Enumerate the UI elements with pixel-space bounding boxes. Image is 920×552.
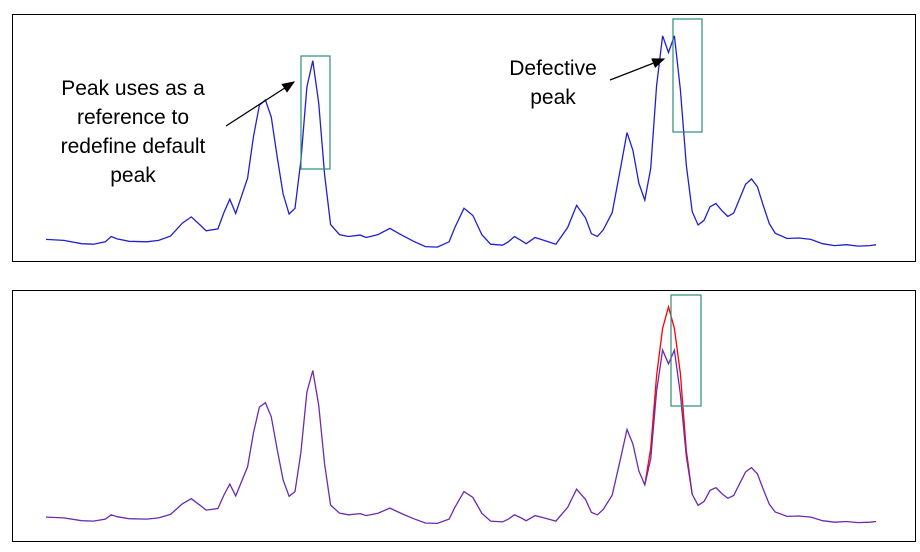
- top-chart-svg: [45, 18, 877, 248]
- annotation-line: Peak uses as a: [61, 77, 205, 100]
- bottom-chart-panel: [12, 290, 916, 542]
- reference-peak-box: [300, 55, 331, 170]
- annotation-line: peak: [110, 164, 156, 187]
- top-trace-line: [45, 35, 877, 248]
- bottom-chart-svg: [45, 294, 877, 525]
- annotation-line: Defective: [509, 57, 597, 80]
- annotation-line: reference to: [76, 106, 190, 129]
- reference-peak-annotation: Peak uses as a reference to redefine def…: [38, 74, 228, 190]
- corrected-peak-line: [644, 304, 693, 495]
- annotation-line: redefine default: [60, 135, 206, 158]
- defective-peak-annotation: Defective peak: [498, 54, 608, 112]
- defective-peak-box: [672, 18, 703, 133]
- bottom-trace-line: [45, 347, 877, 525]
- top-chart-panel: [12, 14, 916, 262]
- corrected-peak-box: [670, 294, 702, 407]
- annotation-line: peak: [530, 86, 576, 109]
